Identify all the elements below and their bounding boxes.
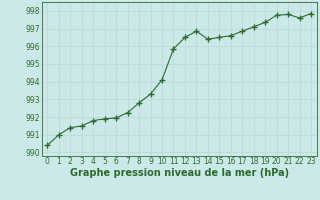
X-axis label: Graphe pression niveau de la mer (hPa): Graphe pression niveau de la mer (hPa) bbox=[70, 168, 289, 178]
